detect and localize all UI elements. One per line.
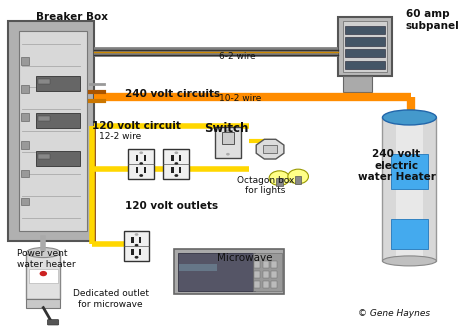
Circle shape bbox=[135, 233, 138, 236]
Bar bbox=[271, 271, 277, 278]
Bar bbox=[396, 118, 423, 261]
Ellipse shape bbox=[27, 248, 60, 258]
Bar bbox=[338, 17, 392, 76]
Bar bbox=[222, 132, 234, 144]
Bar bbox=[179, 155, 181, 161]
Text: 120 volt circuit: 120 volt circuit bbox=[92, 121, 181, 131]
Bar bbox=[263, 271, 269, 278]
Text: Microwave: Microwave bbox=[217, 253, 272, 263]
Text: 240 volt
electric
water Heater: 240 volt electric water Heater bbox=[357, 149, 436, 182]
Bar bbox=[171, 167, 173, 173]
Text: Power vent
water heater: Power vent water heater bbox=[17, 249, 76, 269]
Bar bbox=[139, 237, 141, 243]
Bar bbox=[29, 269, 58, 283]
Bar bbox=[215, 127, 241, 158]
Bar bbox=[21, 198, 29, 205]
Bar bbox=[343, 76, 372, 92]
Bar bbox=[128, 149, 154, 179]
Bar bbox=[345, 26, 385, 34]
Circle shape bbox=[39, 271, 47, 276]
Bar bbox=[271, 281, 277, 288]
Bar bbox=[164, 149, 189, 179]
Bar bbox=[38, 79, 50, 84]
Bar bbox=[21, 170, 29, 177]
Circle shape bbox=[174, 174, 178, 177]
Circle shape bbox=[139, 174, 143, 177]
Circle shape bbox=[139, 151, 143, 154]
Bar bbox=[38, 154, 50, 159]
Text: © Gene Haynes: © Gene Haynes bbox=[358, 309, 430, 318]
Bar bbox=[179, 264, 217, 271]
Bar bbox=[178, 253, 255, 291]
Bar bbox=[21, 85, 29, 93]
Bar bbox=[139, 249, 141, 255]
Bar bbox=[255, 281, 261, 288]
Bar bbox=[263, 261, 269, 268]
Bar bbox=[383, 118, 437, 261]
Circle shape bbox=[174, 162, 178, 165]
Bar bbox=[21, 141, 29, 149]
Circle shape bbox=[139, 162, 143, 165]
Bar bbox=[131, 249, 134, 255]
Bar bbox=[174, 249, 284, 294]
Bar bbox=[136, 167, 138, 173]
Bar bbox=[271, 261, 277, 268]
Circle shape bbox=[174, 174, 178, 177]
Bar bbox=[391, 219, 428, 249]
Bar bbox=[36, 150, 80, 165]
Bar bbox=[131, 237, 134, 243]
Ellipse shape bbox=[383, 110, 437, 125]
Circle shape bbox=[135, 256, 138, 259]
Text: Breaker Box: Breaker Box bbox=[36, 12, 108, 22]
Bar bbox=[21, 57, 29, 65]
Circle shape bbox=[139, 174, 143, 177]
Bar bbox=[255, 271, 261, 278]
Circle shape bbox=[135, 256, 138, 259]
Ellipse shape bbox=[383, 256, 437, 266]
Bar bbox=[27, 299, 60, 308]
Bar bbox=[136, 155, 138, 161]
Text: 12-2 wire: 12-2 wire bbox=[99, 132, 141, 141]
Circle shape bbox=[269, 171, 290, 186]
Text: 10-2 wire: 10-2 wire bbox=[219, 94, 261, 103]
Bar bbox=[171, 155, 173, 161]
Bar bbox=[36, 76, 80, 91]
Bar bbox=[8, 21, 94, 241]
Bar bbox=[27, 253, 60, 299]
Bar bbox=[276, 178, 283, 186]
Circle shape bbox=[226, 129, 230, 132]
Bar bbox=[263, 281, 269, 288]
Bar bbox=[124, 231, 149, 261]
Bar bbox=[255, 261, 261, 268]
Text: Octagon box
for lights: Octagon box for lights bbox=[237, 176, 294, 195]
Bar bbox=[144, 155, 146, 161]
Bar bbox=[345, 38, 385, 46]
Text: 60 amp
subpanel: 60 amp subpanel bbox=[406, 9, 460, 30]
Bar bbox=[21, 114, 29, 121]
Circle shape bbox=[288, 169, 309, 184]
Bar bbox=[179, 167, 181, 173]
Bar bbox=[345, 49, 385, 57]
Bar bbox=[38, 117, 50, 122]
Bar bbox=[253, 253, 282, 291]
Bar bbox=[19, 31, 87, 231]
Text: 240 volt circuits: 240 volt circuits bbox=[125, 89, 220, 99]
Bar bbox=[343, 21, 387, 72]
Text: 6-2 wire: 6-2 wire bbox=[219, 52, 255, 61]
Bar bbox=[36, 113, 80, 128]
Bar bbox=[263, 145, 277, 153]
Text: Switch: Switch bbox=[204, 123, 249, 135]
Bar bbox=[391, 154, 428, 189]
Circle shape bbox=[174, 151, 178, 154]
Text: 120 volt outlets: 120 volt outlets bbox=[125, 201, 218, 211]
Bar bbox=[144, 167, 146, 173]
Circle shape bbox=[135, 244, 138, 247]
FancyBboxPatch shape bbox=[47, 320, 59, 325]
Bar bbox=[345, 61, 385, 69]
Bar bbox=[295, 176, 301, 184]
Text: Dedicated outlet
for microwave: Dedicated outlet for microwave bbox=[73, 289, 149, 309]
Circle shape bbox=[226, 153, 230, 155]
Polygon shape bbox=[256, 139, 284, 159]
